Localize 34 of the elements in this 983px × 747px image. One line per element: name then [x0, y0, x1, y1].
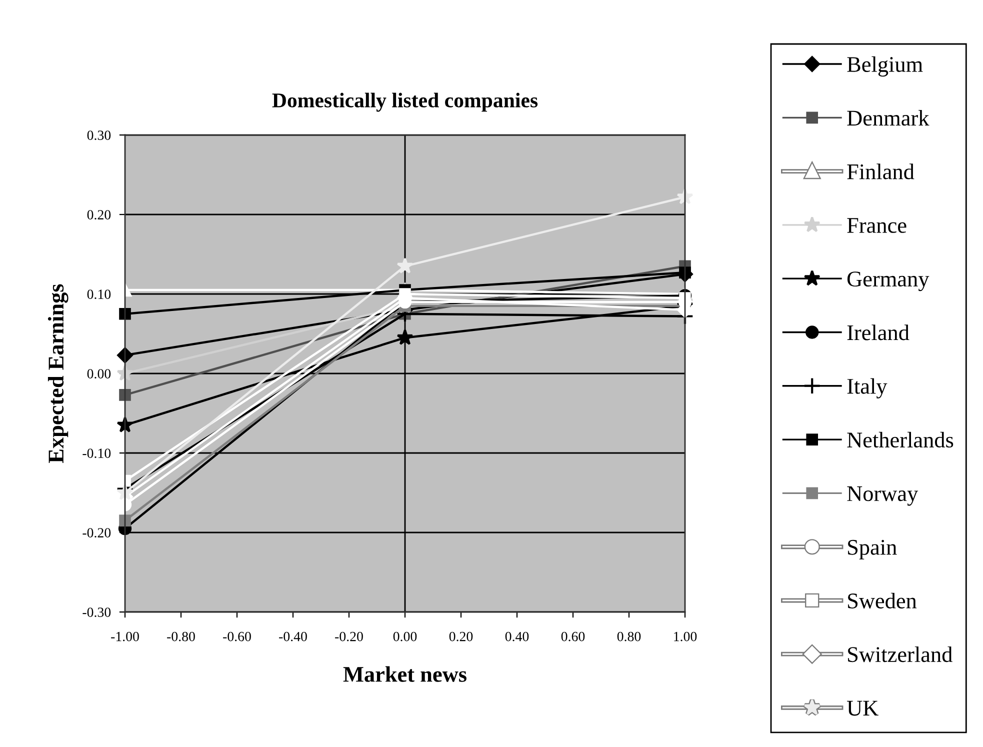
x-tick-label: -0.60: [223, 632, 251, 642]
legend-label: Denmark: [847, 110, 930, 126]
legend-label: Norway: [847, 486, 918, 506]
x-tick-label: 0.60: [561, 632, 585, 642]
x-tick-label: 0.00: [393, 632, 417, 642]
legend-label: Ireland: [847, 324, 910, 340]
legend-label: Italy: [847, 378, 888, 398]
legend-label: Sweden: [848, 592, 917, 608]
legend-label: Belgium: [847, 56, 923, 77]
x-tick-label: 0.80: [617, 632, 641, 642]
x-tick-label: -1.00: [111, 632, 139, 642]
legend-label: Finland: [847, 164, 914, 180]
x-tick-label: 1.00: [674, 632, 697, 642]
y-tick-label: -0.10: [82, 448, 111, 458]
legend-label: Switzerland: [848, 646, 952, 662]
legend-label: Netherlands: [847, 432, 954, 448]
x-axis-title: Market news: [343, 666, 466, 682]
x-tick-label: 0.20: [449, 632, 473, 642]
x-tick-label: 0.40: [505, 632, 529, 642]
legend-label: France: [847, 218, 906, 233]
y-tick-label: 0.10: [87, 290, 111, 300]
y-tick-label: 0.20: [87, 210, 111, 220]
y-tick-label: -0.20: [82, 528, 111, 538]
y-tick-label: 0.00: [87, 369, 111, 379]
legend-label: UK: [847, 700, 878, 716]
legend-label: Spain: [848, 540, 897, 560]
y-tick-label: -0.30: [82, 608, 111, 618]
y-axis-title: Expected Earnings: [48, 284, 68, 463]
legend-label: Germany: [847, 272, 930, 292]
x-tick-label: -0.80: [167, 632, 195, 642]
x-tick-label: -0.20: [335, 632, 363, 642]
chart-title: Domestically listed companies: [272, 92, 538, 112]
x-tick-label: -0.40: [279, 632, 307, 642]
y-tick-label: 0.30: [87, 130, 111, 140]
